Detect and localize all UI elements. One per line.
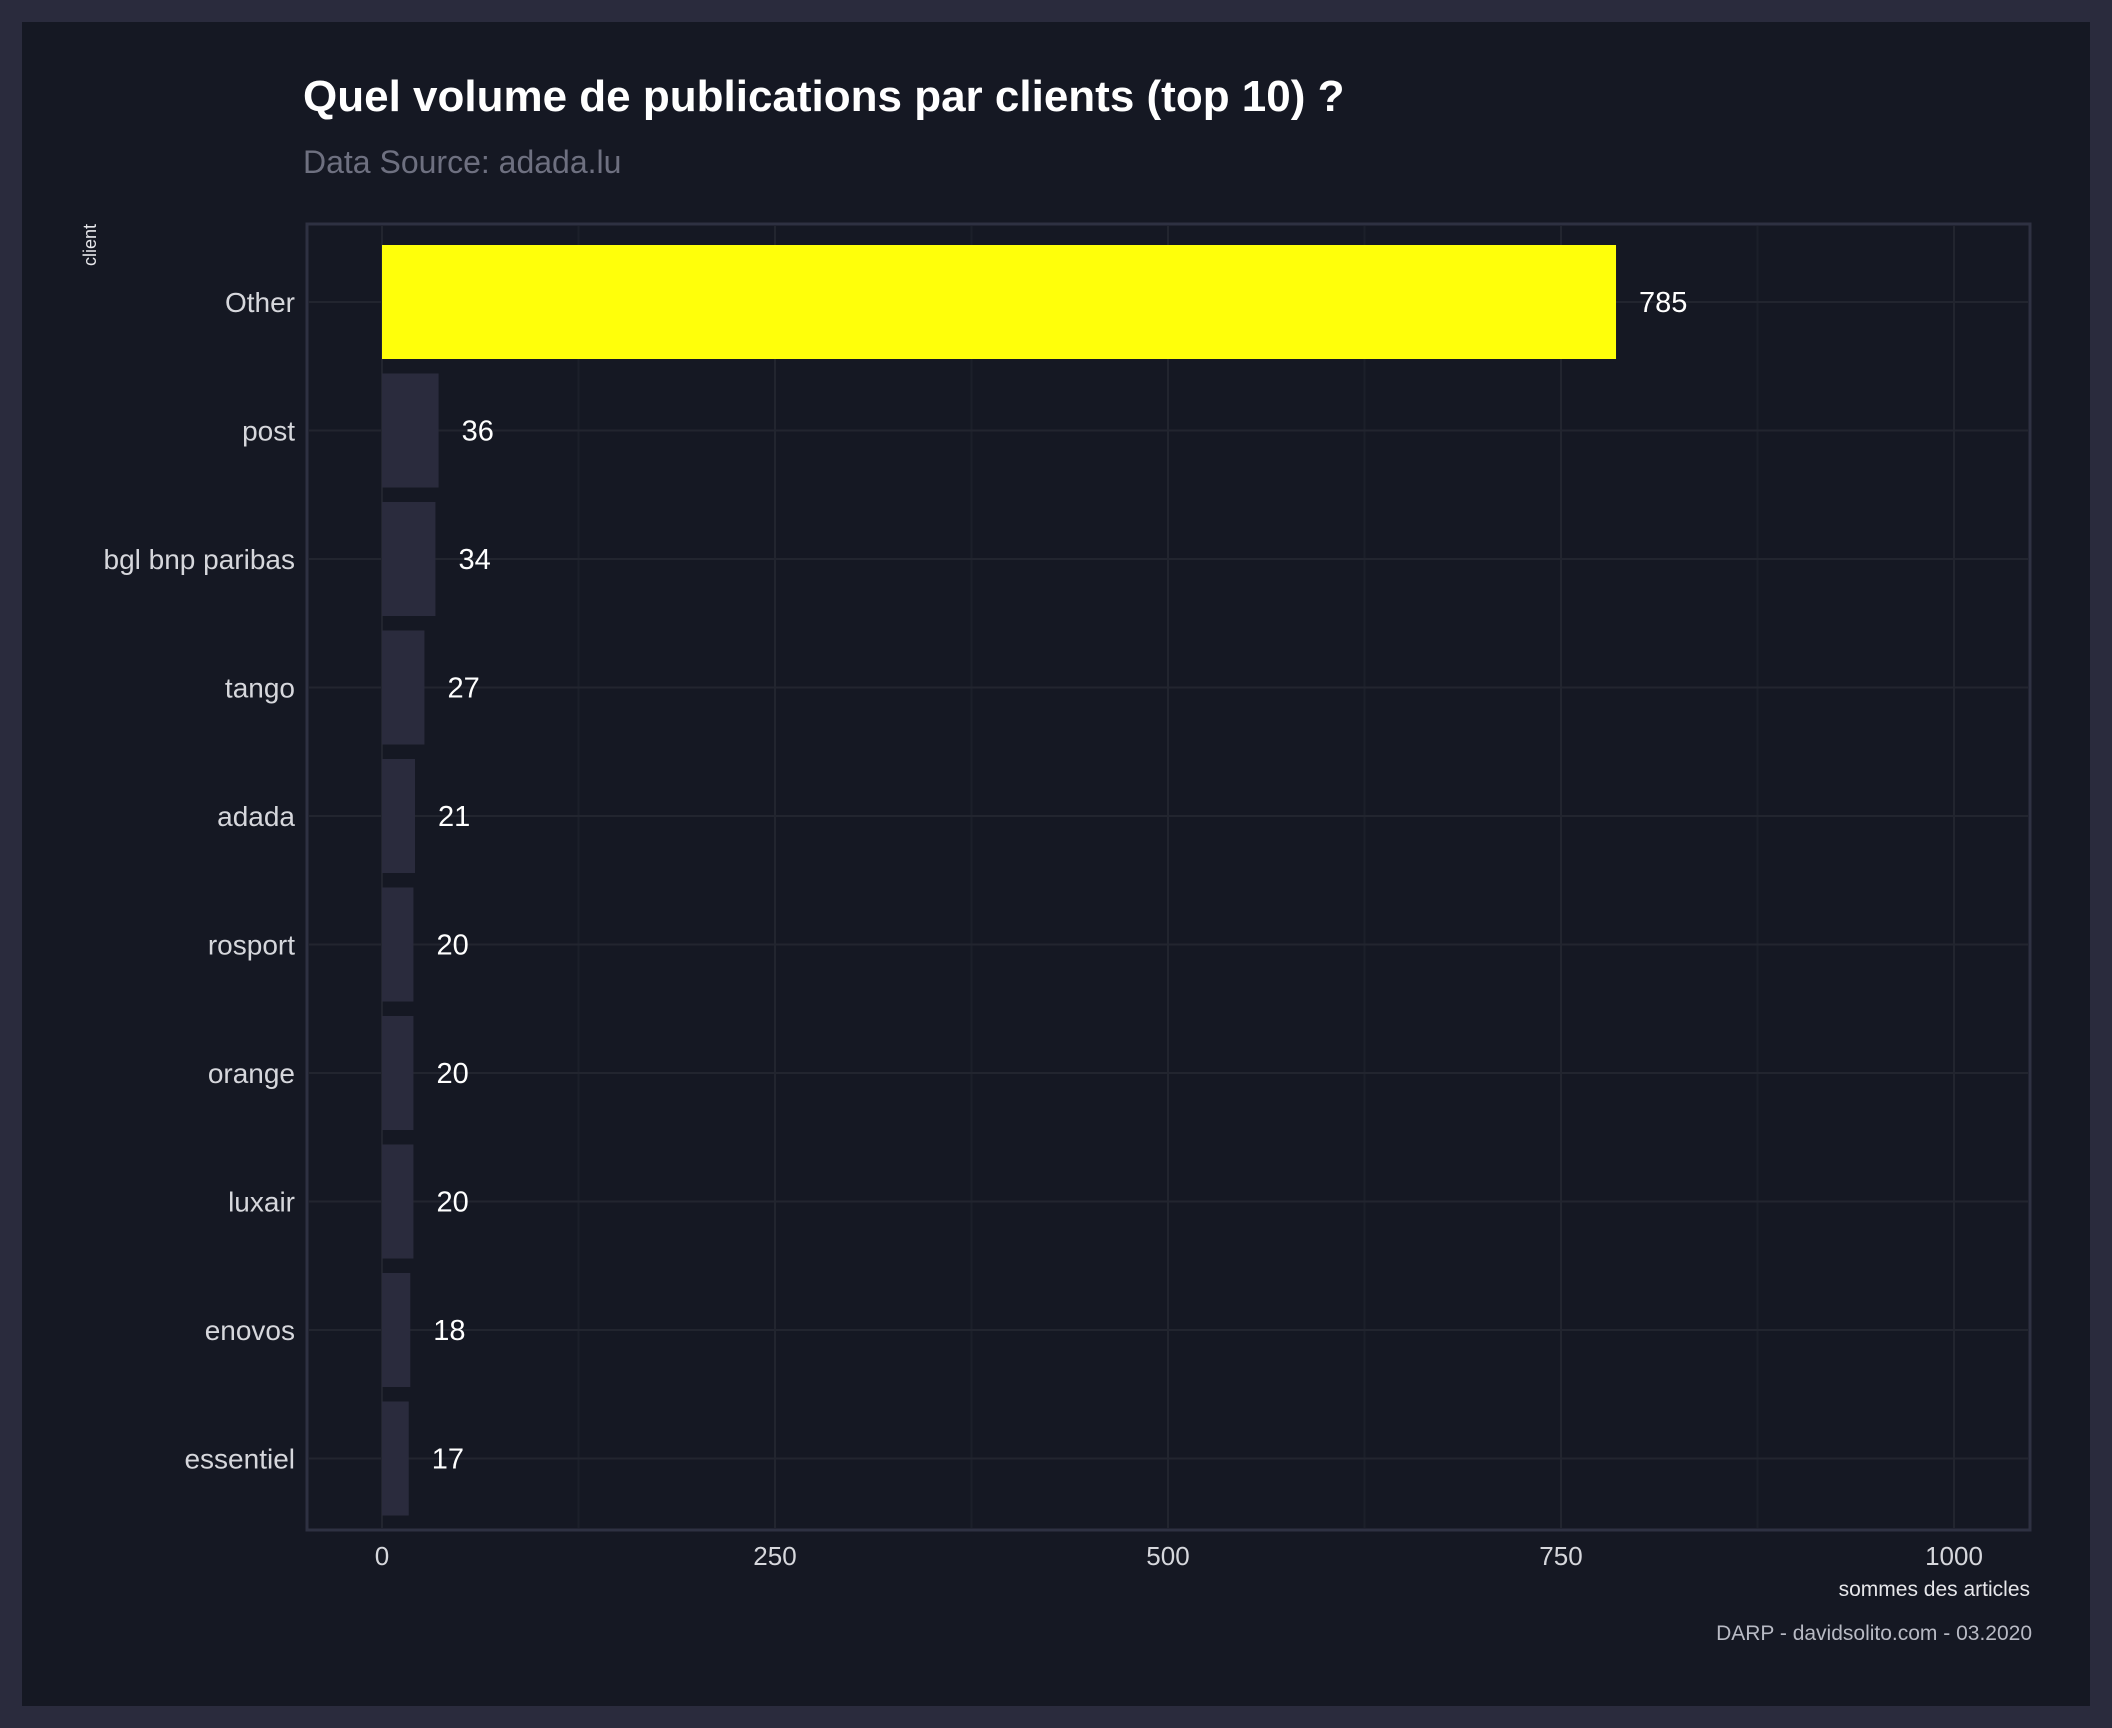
data-label: 36 — [462, 416, 494, 448]
gridlines — [309, 226, 2028, 1528]
data-labels: 785 36 34 27 21 20 20 20 18 17 — [432, 287, 1688, 1476]
x-tick-label: 750 — [1539, 1541, 1582, 1571]
y-tick-label: Other — [225, 287, 295, 318]
x-tick-label: 0 — [375, 1541, 389, 1571]
x-axis-tick-labels: 0 250 500 750 1000 — [375, 1541, 1983, 1571]
data-label: 18 — [433, 1315, 465, 1347]
data-label: 20 — [436, 930, 468, 962]
chart-subtitle: Data Source: adada.lu — [303, 144, 622, 180]
y-tick-label: adada — [217, 801, 295, 832]
bar — [382, 502, 436, 616]
data-label: 785 — [1639, 287, 1687, 319]
y-tick-label: enovos — [205, 1315, 295, 1346]
data-label: 21 — [438, 801, 470, 833]
y-tick-label: bgl bnp paribas — [104, 544, 295, 575]
bars — [382, 245, 1617, 1516]
plot-panel-border — [305, 222, 2032, 1532]
bar — [382, 630, 425, 745]
bar — [382, 245, 1617, 359]
y-tick-label: orange — [208, 1058, 295, 1089]
data-label: 34 — [458, 544, 490, 576]
x-tick-label: 250 — [753, 1541, 796, 1571]
chart-caption: DARP - davidsolito.com - 03.2020 — [1716, 1622, 2032, 1645]
bar — [382, 1144, 414, 1259]
y-axis-tick-labels: Other post bgl bnp paribas tango adada rospor… — [104, 287, 296, 1475]
x-axis-title: sommes des articles — [1839, 1578, 2030, 1601]
chart-title: Quel volume de publications par clients … — [303, 72, 1345, 121]
y-tick-label: essentiel — [184, 1444, 295, 1475]
data-label: 20 — [436, 1187, 468, 1219]
bar — [382, 1401, 409, 1516]
bar — [382, 1016, 414, 1130]
y-tick-label: luxair — [228, 1187, 295, 1218]
data-label: 20 — [436, 1058, 468, 1090]
x-tick-label: 500 — [1146, 1541, 1189, 1571]
bar — [382, 887, 414, 1002]
bar — [382, 759, 416, 873]
data-label: 27 — [447, 673, 479, 705]
data-label: 17 — [432, 1444, 464, 1476]
bar — [382, 1273, 411, 1387]
y-tick-label: rosport — [208, 930, 295, 961]
x-tick-label: 1000 — [1925, 1541, 1983, 1571]
y-tick-label: post — [242, 416, 295, 447]
y-tick-label: tango — [225, 673, 295, 704]
bar — [382, 373, 439, 488]
y-axis-title: client — [80, 224, 100, 266]
